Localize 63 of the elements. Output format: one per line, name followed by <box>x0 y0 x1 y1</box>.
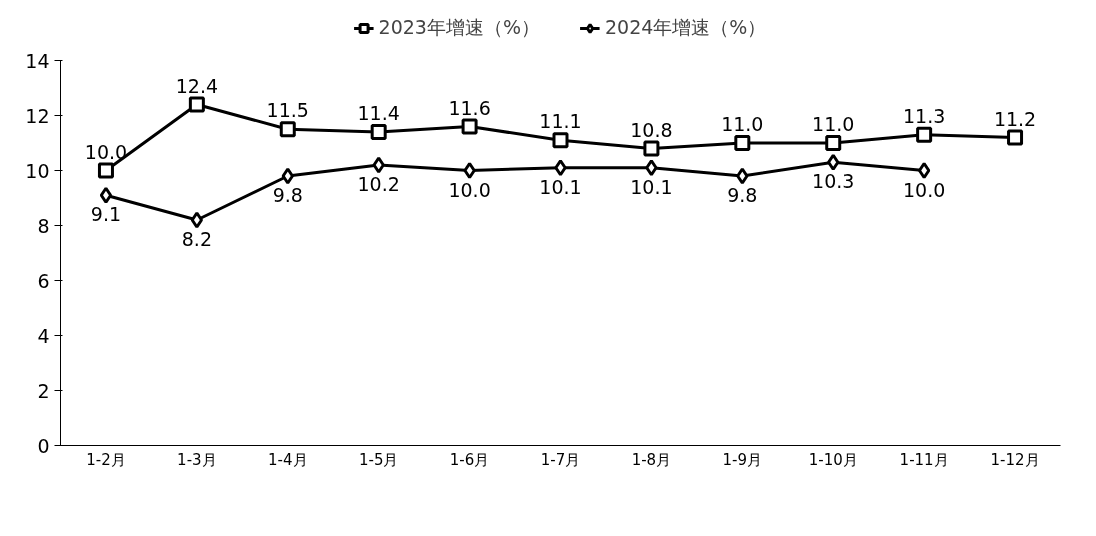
point <box>734 135 751 151</box>
data-label: 9.8 <box>272 184 303 206</box>
data-label: 11.2 <box>993 107 1037 130</box>
point <box>916 126 933 143</box>
point <box>279 121 296 138</box>
y-tick-label: 2 <box>37 379 50 402</box>
point <box>554 159 567 177</box>
data-label: 10.0 <box>84 140 128 163</box>
y-tick-label: 8 <box>37 214 50 237</box>
x-tick-label: 1-6月 <box>449 450 490 469</box>
y-tick-label: 12 <box>25 104 50 127</box>
legend-label: 2023年增速（%） <box>378 15 540 40</box>
x-tick-label: 1-7月 <box>540 450 581 469</box>
legend-label: 2024年增速（%） <box>605 15 767 40</box>
data-label: 11.0 <box>721 113 764 135</box>
point <box>190 211 204 229</box>
data-label: 11.6 <box>448 96 491 119</box>
data-label: 10.1 <box>539 175 582 198</box>
y-tick-label: 10 <box>25 159 50 182</box>
y-tick-label: 0 <box>37 434 50 457</box>
data-label: 10.1 <box>630 175 673 198</box>
data-label: 11.4 <box>357 102 400 124</box>
x-tick-label: 1-2月 <box>86 450 126 469</box>
point <box>372 156 385 174</box>
data-label: 9.1 <box>90 203 122 226</box>
point <box>645 159 658 177</box>
point <box>370 124 387 140</box>
data-label: 11.3 <box>902 104 946 127</box>
point <box>736 167 749 185</box>
y-tick-label: 6 <box>37 269 50 292</box>
data-label: 10.2 <box>357 173 400 195</box>
x-tick-label: 1-8月 <box>631 450 672 469</box>
point <box>188 96 205 113</box>
data-label: 11.1 <box>539 110 582 133</box>
point <box>463 162 476 179</box>
x-tick-label: 1-10月 <box>808 450 858 469</box>
data-label: 10.3 <box>812 170 855 193</box>
x-tick-label: 1-11月 <box>899 450 949 469</box>
data-label: 10.8 <box>630 118 673 141</box>
x-tick-label: 1-5月 <box>358 450 399 469</box>
x-tick-label: 1-3月 <box>177 450 217 469</box>
point <box>825 135 842 151</box>
point <box>1007 129 1024 146</box>
point <box>281 167 294 185</box>
point <box>827 153 840 171</box>
data-label: 11.0 <box>812 113 855 135</box>
x-tick-label: 1-4月 <box>268 450 308 469</box>
data-label: 12.4 <box>175 74 219 97</box>
data-label: 10.0 <box>902 178 946 201</box>
data-label: 11.5 <box>266 99 309 122</box>
data-label: 8.2 <box>181 228 212 250</box>
point <box>97 162 114 179</box>
point <box>552 132 569 149</box>
data-label: 9.8 <box>727 184 758 206</box>
x-tick-label: 1-12月 <box>990 450 1040 469</box>
y-tick-label: 14 <box>25 49 50 72</box>
point <box>461 118 478 135</box>
point <box>643 140 660 157</box>
point <box>99 186 113 204</box>
point <box>917 162 931 179</box>
y-tick-label: 4 <box>37 324 50 347</box>
x-tick-label: 1-9月 <box>722 450 763 469</box>
data-label: 10.0 <box>448 178 491 201</box>
